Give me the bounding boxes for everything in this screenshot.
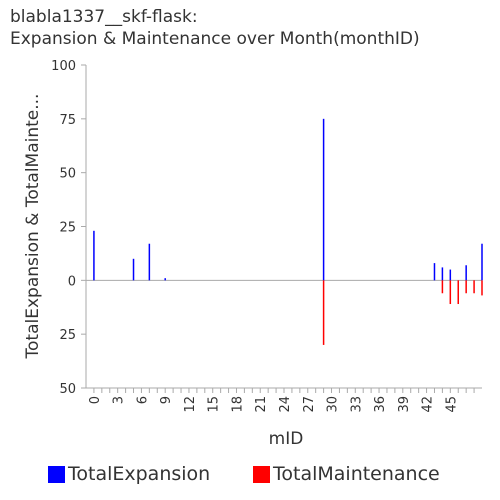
legend: TotalExpansion TotalMaintenance bbox=[0, 463, 500, 493]
x-tick-label: 12 bbox=[183, 396, 198, 413]
y-tick-label: 50 bbox=[59, 382, 76, 397]
x-tick-label: 39 bbox=[397, 396, 412, 413]
x-tick-label: 3 bbox=[112, 396, 127, 404]
maintenance-bar[interactable] bbox=[465, 280, 467, 294]
expansion-bar[interactable] bbox=[93, 230, 95, 281]
legend-swatch-maintenance bbox=[253, 465, 270, 483]
maintenance-bar[interactable] bbox=[473, 280, 475, 294]
legend-label-expansion: TotalExpansion bbox=[68, 463, 211, 485]
x-tick-label: 18 bbox=[230, 396, 245, 413]
expansion-bar[interactable] bbox=[481, 243, 483, 281]
x-tick-label: 6 bbox=[135, 396, 150, 404]
x-tick-label: 9 bbox=[159, 396, 174, 404]
x-tick-label: 24 bbox=[278, 396, 293, 413]
y-tick-label: 100 bbox=[51, 59, 76, 74]
legend-item-expansion[interactable]: TotalExpansion bbox=[48, 463, 210, 485]
y-tick-label: 50 bbox=[59, 167, 76, 182]
expansion-bar[interactable] bbox=[433, 263, 436, 281]
x-tick-label: 0 bbox=[88, 396, 103, 404]
x-tick-label: 15 bbox=[207, 396, 222, 413]
chart-title: blabla1337__skf-flask: Expansion & Maint… bbox=[10, 6, 420, 50]
maintenance-bar[interactable] bbox=[322, 280, 325, 345]
x-axis-label: mID bbox=[269, 429, 304, 449]
y-axis-label: TotalExpansion & TotalMainte... bbox=[23, 94, 43, 360]
x-tick-label: 21 bbox=[254, 396, 269, 413]
expansion-bar[interactable] bbox=[449, 269, 452, 281]
x-tick-label: 30 bbox=[326, 396, 341, 413]
maintenance-bar[interactable] bbox=[441, 280, 444, 294]
expansion-bar[interactable] bbox=[132, 258, 135, 281]
x-axis: 0 3 6 9 12 15 18 21 24 27 30 33 36 39 42 45 bbox=[86, 279, 482, 413]
expansion-bar[interactable] bbox=[164, 278, 166, 281]
legend-swatch-expansion bbox=[48, 465, 65, 483]
y-tick-label: 25 bbox=[59, 221, 76, 236]
y-tick-label: 25 bbox=[59, 328, 76, 343]
x-tick-label: 42 bbox=[421, 396, 436, 413]
x-tick-label: 27 bbox=[302, 396, 317, 413]
maintenance-bar[interactable] bbox=[481, 280, 483, 296]
legend-label-maintenance: TotalMaintenance bbox=[273, 463, 440, 485]
x-tick-label: 45 bbox=[444, 396, 459, 413]
expansion-bar[interactable] bbox=[465, 265, 467, 281]
expansion-bar[interactable] bbox=[441, 267, 444, 281]
x-tick-label: 36 bbox=[373, 396, 388, 413]
y-axis: 100 75 50 25 0 25 50 bbox=[51, 59, 87, 397]
chart-title-line-2: Expansion & Maintenance over Month(month… bbox=[10, 29, 420, 49]
y-tick-label: 0 bbox=[68, 274, 76, 289]
maintenance-bar[interactable] bbox=[457, 280, 459, 305]
chart-title-line-1: blabla1337__skf-flask: bbox=[10, 7, 198, 27]
bars bbox=[93, 118, 483, 345]
legend-item-maintenance[interactable]: TotalMaintenance bbox=[253, 463, 440, 485]
x-tick-label: 33 bbox=[349, 396, 364, 413]
expansion-bar[interactable] bbox=[148, 243, 151, 281]
y-tick-label: 75 bbox=[59, 113, 76, 128]
maintenance-bar[interactable] bbox=[449, 280, 452, 305]
expansion-bar[interactable] bbox=[322, 118, 325, 281]
